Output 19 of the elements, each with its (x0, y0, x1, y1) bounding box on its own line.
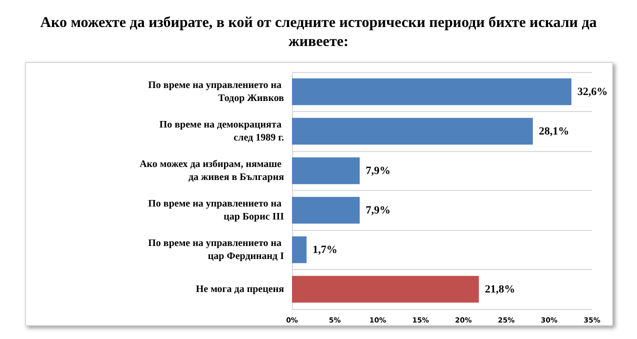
bar (292, 78, 572, 106)
bar (292, 276, 479, 303)
y-tick-label: По време на демокрацията след 1989 г. (159, 119, 284, 144)
y-tick-label: По време на управлението на цар Фердинанд I (148, 238, 284, 262)
y-tick-label: По време на управлението на Тодор Живков (148, 80, 285, 104)
data-label: 1,7% (312, 244, 338, 256)
data-label: 32,6% (577, 86, 608, 98)
bar (292, 196, 360, 224)
data-label: 28,1% (538, 125, 570, 138)
data-label: 7,9% (366, 204, 390, 216)
y-tick-label: Ако можех да избирам, нямаше да живея в България (140, 158, 285, 183)
bar (292, 157, 360, 184)
bar (292, 236, 307, 264)
chart-title: Ако можехте да избирате, в кой от следните исторически периоди бихте искали да живеете: (39, 14, 598, 52)
bar (292, 118, 533, 145)
data-label: 21,8% (484, 283, 516, 296)
data-label: 7,9% (366, 164, 390, 177)
y-tick-label: Не мога да преценя (196, 284, 285, 295)
y-tick-label: По време на управлението на цар Борис III (148, 198, 284, 222)
